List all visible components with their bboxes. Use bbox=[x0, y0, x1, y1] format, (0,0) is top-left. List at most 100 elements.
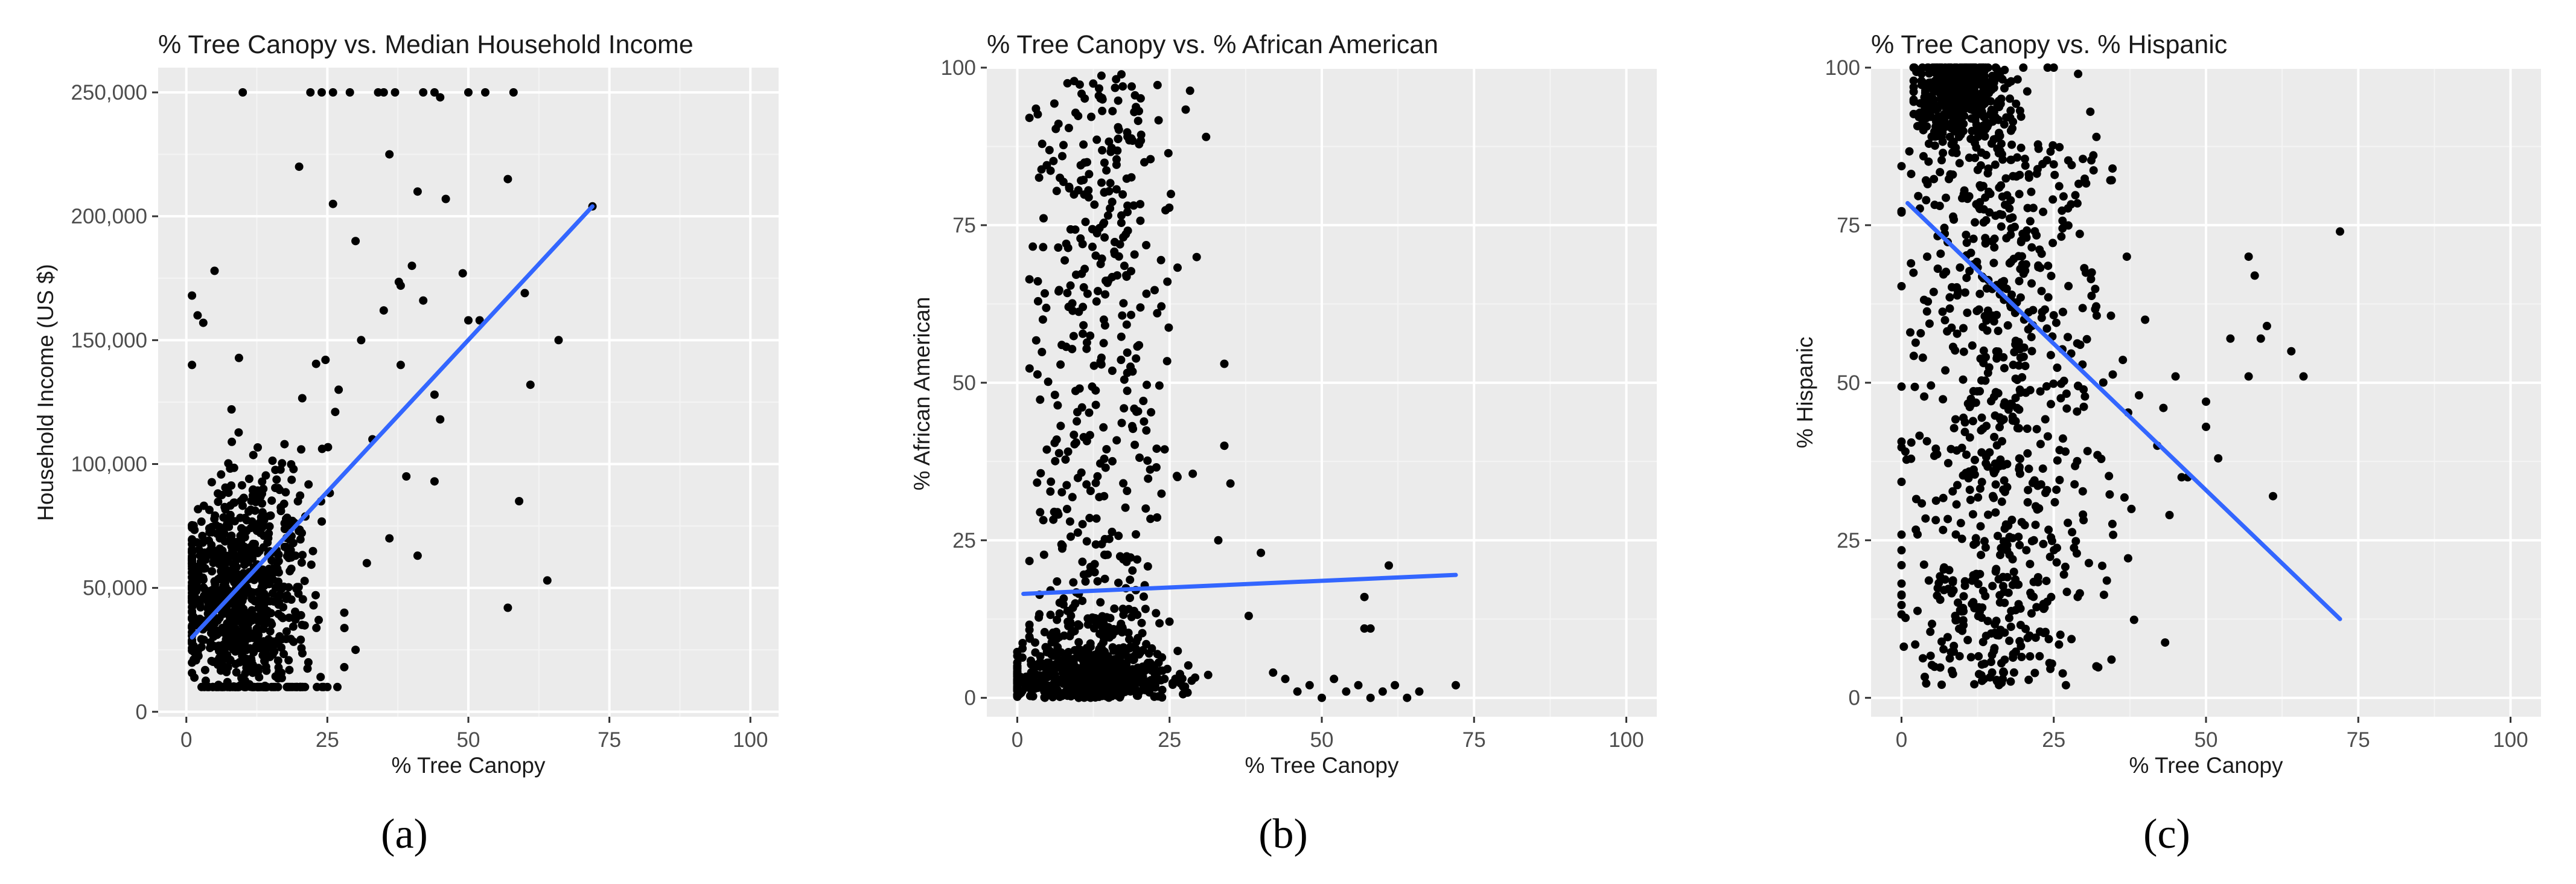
data-point bbox=[1013, 661, 1022, 670]
data-point bbox=[2015, 106, 2024, 115]
data-point bbox=[1133, 117, 1143, 126]
data-point bbox=[2006, 94, 2014, 103]
data-point bbox=[2053, 456, 2062, 465]
data-point bbox=[1936, 663, 1945, 672]
data-point bbox=[1135, 453, 1144, 462]
data-point bbox=[2023, 633, 2032, 642]
data-point bbox=[1094, 653, 1103, 662]
data-point bbox=[229, 644, 238, 653]
data-point bbox=[2020, 520, 2029, 530]
x-axis-ticks: 0 25 50 75 100 bbox=[1012, 717, 1644, 752]
data-point bbox=[1091, 386, 1100, 395]
data-point bbox=[279, 650, 289, 659]
data-point bbox=[1156, 255, 1165, 264]
y-tick-label: 200,000 bbox=[71, 205, 147, 228]
data-point bbox=[2052, 485, 2061, 495]
data-point bbox=[1052, 187, 1061, 196]
data-point bbox=[340, 662, 349, 671]
data-point bbox=[2026, 386, 2035, 395]
data-point bbox=[269, 637, 278, 646]
data-point bbox=[2073, 339, 2082, 348]
data-point bbox=[1972, 120, 1981, 129]
data-point bbox=[2049, 63, 2058, 72]
data-point bbox=[1078, 557, 1087, 566]
data-point bbox=[262, 638, 270, 647]
panel-a: % Tree Canopy vs. Median Household Incom… bbox=[33, 30, 779, 857]
data-point bbox=[311, 359, 320, 368]
data-point bbox=[1996, 99, 2004, 108]
data-point bbox=[1086, 487, 1095, 495]
data-point bbox=[1897, 601, 1906, 609]
data-point bbox=[1137, 618, 1146, 627]
data-point bbox=[1960, 418, 1969, 427]
data-point bbox=[246, 505, 255, 514]
data-point bbox=[2073, 456, 2082, 466]
data-point bbox=[2165, 511, 2174, 519]
data-point bbox=[1955, 159, 1964, 168]
data-point bbox=[261, 682, 270, 691]
data-point bbox=[1974, 493, 1983, 502]
data-point bbox=[1136, 200, 1145, 209]
data-point bbox=[379, 306, 388, 315]
data-point bbox=[1914, 191, 1923, 200]
data-point bbox=[2105, 472, 2114, 481]
data-point bbox=[1118, 604, 1127, 613]
data-point bbox=[1953, 329, 1962, 338]
data-point bbox=[276, 634, 285, 643]
data-point bbox=[1991, 160, 2000, 169]
data-point bbox=[205, 524, 214, 533]
data-point bbox=[1926, 83, 1935, 92]
data-point bbox=[1959, 324, 1968, 333]
data-point bbox=[1936, 168, 1945, 177]
data-point bbox=[2003, 321, 2012, 330]
data-point bbox=[1980, 537, 1989, 546]
data-point bbox=[2073, 199, 2082, 208]
data-point bbox=[1100, 655, 1109, 664]
data-point bbox=[2038, 159, 2047, 168]
y-axis-ticks: 0 25 50 75 100 bbox=[1825, 56, 1871, 710]
data-point bbox=[1051, 124, 1060, 133]
data-point bbox=[1038, 139, 1047, 149]
data-point bbox=[1906, 328, 1914, 337]
data-point bbox=[235, 613, 243, 623]
data-point bbox=[1184, 661, 1193, 670]
data-point bbox=[205, 505, 214, 514]
data-point bbox=[1977, 413, 1986, 422]
data-point bbox=[1920, 392, 1929, 401]
data-point bbox=[2027, 243, 2036, 252]
data-point bbox=[385, 534, 394, 543]
data-point bbox=[1136, 303, 1145, 312]
data-point bbox=[2091, 305, 2100, 313]
data-point bbox=[1981, 216, 1991, 225]
data-point bbox=[238, 596, 247, 605]
data-point bbox=[1966, 653, 1975, 662]
data-point bbox=[188, 535, 197, 544]
data-point bbox=[2061, 681, 2070, 690]
data-point bbox=[1141, 504, 1150, 513]
data-point bbox=[214, 590, 223, 599]
data-point bbox=[2029, 536, 2038, 545]
data-point bbox=[1994, 149, 2003, 158]
data-point bbox=[1122, 320, 1131, 329]
data-point bbox=[259, 596, 268, 605]
data-point bbox=[1153, 513, 1162, 522]
data-point bbox=[1992, 441, 2001, 450]
data-point bbox=[228, 437, 237, 446]
data-point bbox=[1039, 550, 1048, 559]
data-point bbox=[219, 581, 228, 591]
data-point bbox=[291, 551, 300, 560]
data-point bbox=[1106, 179, 1115, 188]
data-point bbox=[1939, 525, 1948, 534]
data-point bbox=[300, 577, 309, 586]
data-point bbox=[1054, 287, 1063, 296]
data-point bbox=[259, 543, 268, 552]
data-point bbox=[1939, 493, 1948, 502]
data-point bbox=[2035, 627, 2044, 636]
data-point bbox=[1117, 620, 1126, 629]
data-point bbox=[2058, 434, 2067, 443]
data-point bbox=[2171, 372, 2180, 381]
data-point bbox=[304, 658, 313, 667]
data-point bbox=[2023, 498, 2032, 507]
data-point bbox=[1921, 89, 1930, 97]
x-tick-label: 50 bbox=[457, 728, 480, 752]
